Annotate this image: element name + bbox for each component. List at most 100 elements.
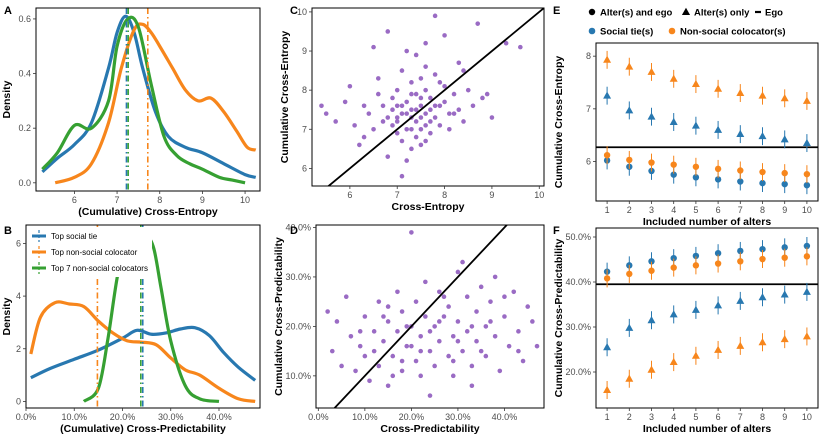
scatter-point: [323, 111, 329, 116]
scatter-point: [371, 44, 376, 50]
data-point-circle: [692, 174, 700, 181]
x-tick-label: 7: [115, 195, 120, 205]
scatter-point: [437, 319, 442, 324]
scatter-point: [395, 289, 400, 295]
panel-a: 6 7 8 9 10 0.0 0.2 0.4 0.6 (Cumulative) Cross-Ent…: [1, 5, 261, 218]
scatter-point: [381, 338, 386, 344]
data-point-triangle: [669, 117, 678, 125]
x-tick-label: 9: [782, 205, 787, 215]
scatter-point: [399, 173, 405, 179]
x-tick-label: 10.0%: [352, 412, 378, 422]
scatter-point: [352, 123, 357, 128]
scatter-point: [394, 130, 400, 136]
x-tick-label: 5: [693, 412, 698, 422]
legend-label: Social tie(s): [600, 27, 653, 38]
scatter-point: [427, 393, 433, 398]
y-tick-label: 30.0%: [285, 272, 311, 282]
scatter-point: [475, 21, 481, 26]
scatter-point: [348, 333, 354, 339]
scatter-point: [520, 358, 526, 364]
panel-c: 6 7 8 9 10 6 7 8 9 10 Cross-Entropy Cumulative Cros…: [279, 5, 545, 213]
scatter-point: [375, 91, 381, 97]
y-tick-label: 50.0%: [565, 232, 591, 242]
data-point-triangle: [758, 132, 767, 140]
scatter-point: [516, 329, 521, 334]
panel-b: 0.0% 10.0% 20.0% 30.0% 40.0% 0 2 4 6 (Cumulative)…: [1, 224, 261, 435]
y-axis-label: Cumulative Cross-Entropy: [553, 56, 565, 189]
data-point-circle: [603, 151, 611, 159]
scatter-point: [432, 363, 437, 369]
x-tick-label: 2: [627, 205, 632, 215]
scatter-point: [534, 343, 540, 349]
scatter-point: [488, 299, 493, 304]
scatter-point: [464, 294, 470, 300]
scatter-point: [409, 126, 414, 132]
scatter-point: [469, 324, 475, 329]
scatter-point: [478, 348, 484, 354]
plot-frame: [595, 42, 819, 202]
data-point-circle: [714, 260, 722, 267]
plot-frame: [311, 7, 545, 187]
x-axis-label: (Cumulative) Cross-Predictability: [60, 423, 226, 435]
scatter-point: [483, 353, 489, 359]
scatter-point: [413, 299, 419, 304]
panel-f: 1 2 3 4 5 6 7 8 9 10 20.0% 30.0% 40.0% 50.0% Included …: [553, 225, 819, 435]
y-tick-label: 9: [302, 46, 307, 56]
scatter-point: [390, 373, 396, 379]
scatter-point: [442, 33, 447, 38]
scatter-point: [418, 126, 424, 132]
x-tick-label: 40.0%: [492, 412, 518, 422]
scatter-point: [432, 13, 438, 19]
legend-color-icon: [668, 27, 676, 35]
x-tick-label: 20.0%: [399, 412, 425, 422]
scatter-point: [357, 329, 363, 334]
scatter-point: [418, 373, 423, 379]
data-point-circle: [781, 169, 788, 177]
scatter-point: [492, 274, 498, 280]
scatter-point: [446, 353, 451, 359]
legend-label: Top 7 non-social colocators: [51, 264, 148, 273]
scatter-point: [461, 119, 466, 124]
data-point-triangle: [603, 343, 612, 351]
x-tick-label: 7: [395, 190, 400, 200]
data-point-triangle: [691, 305, 700, 313]
scatter-point: [399, 138, 405, 144]
scatter-point: [451, 91, 457, 97]
scatter-point: [418, 76, 424, 81]
x-tick-label: 10: [802, 205, 812, 215]
scatter-point: [441, 314, 447, 319]
data-point-circle: [670, 254, 677, 262]
y-tick-label: 8: [302, 85, 307, 95]
scatter-point: [362, 353, 368, 359]
scatter-point: [404, 99, 409, 105]
density-curve: [41, 14, 257, 179]
scatter-point: [469, 363, 475, 369]
scatter-point: [371, 329, 377, 334]
scatter-point: [381, 314, 386, 319]
scatter-point: [446, 304, 451, 309]
data-point-circle: [737, 167, 744, 174]
x-tick-label: 10: [240, 195, 250, 205]
scatter-point: [399, 368, 405, 374]
x-tick-label: 6: [716, 412, 721, 422]
plot-frame: [25, 224, 261, 409]
scatter-point: [423, 138, 428, 144]
y-axis-label: Cumulative Cross-Predictability: [273, 237, 285, 396]
legend-label: Alter(s) and ego: [600, 8, 673, 19]
scatter-point: [395, 329, 400, 334]
scatter-point: [342, 99, 348, 105]
scatter-point: [385, 304, 391, 309]
legend-box: [28, 227, 152, 277]
data-point-circle: [803, 253, 811, 260]
x-tick-label: 30.0%: [158, 412, 184, 422]
legend: Top social tie Top non-social colocator To…: [28, 227, 152, 277]
plot-frame: [35, 7, 261, 192]
scatter-point: [423, 123, 428, 128]
y-tick-label: 40.0%: [285, 222, 311, 232]
x-tick-label: 1: [605, 412, 610, 422]
scatter-point: [455, 319, 461, 324]
data-point-circle: [692, 262, 700, 269]
y-tick-label: 20.0%: [285, 321, 311, 331]
data-point-triangle: [758, 338, 767, 346]
x-axis-label: Included number of alters: [643, 216, 772, 228]
